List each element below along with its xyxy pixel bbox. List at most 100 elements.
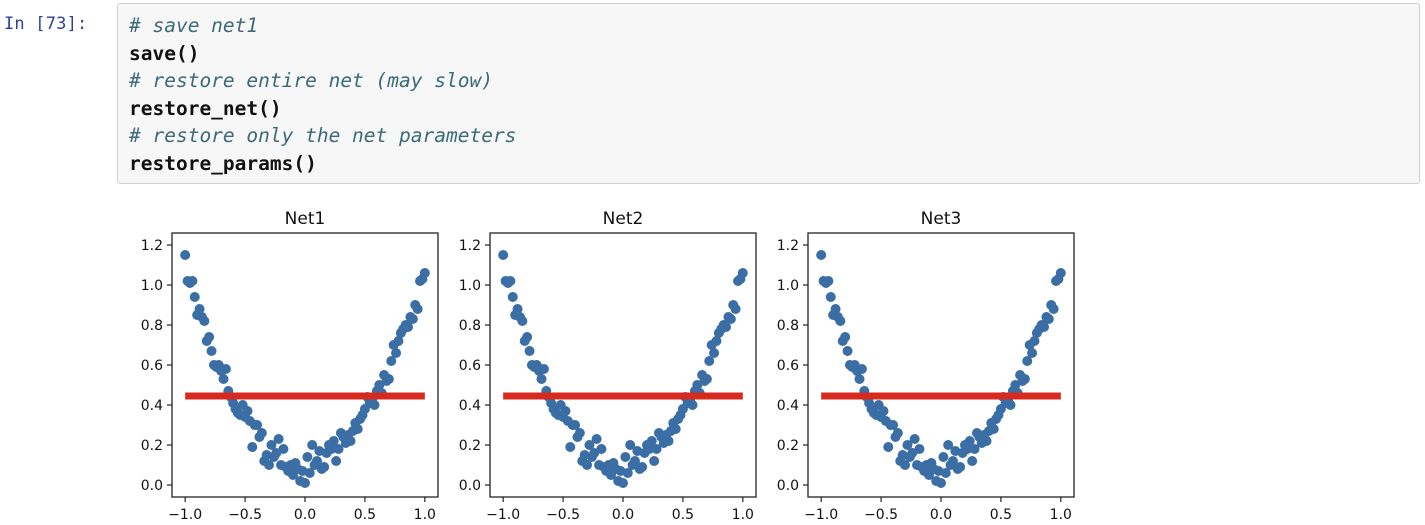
scatter-point	[507, 292, 518, 302]
scatter-point	[273, 434, 284, 444]
scatter-point	[909, 434, 920, 444]
x-tick-label: 1.0	[414, 507, 436, 523]
chart-title: Net2	[603, 209, 644, 229]
scatter-point	[331, 456, 342, 466]
scatter-point	[1005, 400, 1016, 410]
scatter-point	[582, 460, 593, 470]
scatter-point	[369, 400, 380, 410]
scatter-point	[1027, 348, 1038, 358]
x-tick-label: −0.5	[228, 507, 262, 523]
chart-panel-2: Net2 0.0 0.2 0.4 0.6 0.8 1.0 1.2 −1.0 −0.5 0.0 0.5 1…	[459, 209, 757, 523]
y-tick-label: 0.4	[777, 398, 799, 414]
scatter-point	[391, 348, 402, 358]
scatter-point	[538, 364, 549, 374]
scatter-point	[591, 434, 602, 444]
scatter-point	[646, 436, 657, 446]
scatter-point	[204, 332, 215, 342]
scatter-point	[1048, 304, 1059, 314]
scatter-point	[878, 406, 889, 416]
y-tick-label: 0.4	[459, 398, 481, 414]
scatter-point	[345, 436, 356, 446]
scatter-point	[823, 276, 834, 286]
scatter-point	[307, 440, 318, 450]
scatter-point	[988, 424, 999, 434]
x-tick-label: −1.0	[168, 507, 202, 523]
scatter-point	[264, 460, 275, 470]
scatter-point	[663, 436, 674, 446]
scatter-point	[940, 468, 951, 478]
chart-title: Net3	[921, 209, 962, 229]
x-tick-label: −1.0	[486, 507, 520, 523]
scatter-point	[1055, 268, 1066, 278]
scatter-point	[737, 268, 748, 278]
scatter-point	[218, 374, 229, 384]
code-line: restore_params()	[129, 151, 317, 175]
code-line: restore_net()	[129, 96, 282, 120]
scatter-point	[936, 478, 946, 488]
scatter-point	[206, 346, 217, 356]
y-tick-label: 0.6	[141, 358, 163, 374]
scatter-point	[622, 468, 633, 478]
scatter-point	[651, 444, 662, 454]
scatter-point	[517, 316, 528, 326]
scatter-point	[704, 356, 715, 366]
x-tick-label: −0.5	[864, 507, 898, 523]
scatter-point	[816, 250, 827, 260]
scatter-point	[883, 442, 894, 452]
y-tick-label: 0.4	[141, 398, 163, 414]
scatter-point	[524, 346, 535, 356]
y-tick-label: 0.8	[141, 318, 163, 334]
scatter-point	[189, 292, 200, 302]
x-tick-label: 0.5	[672, 507, 694, 523]
y-tick-label: 0.6	[777, 358, 799, 374]
scatter-point	[242, 406, 253, 416]
scatter-point	[856, 364, 867, 374]
scatter-point	[902, 440, 913, 450]
scatter-point	[393, 336, 404, 346]
scatter-point	[403, 322, 414, 332]
scatter-point	[328, 436, 339, 446]
code-cell-input[interactable]: # save net1 save() # restore entire net …	[117, 3, 1420, 184]
x-tick-label: −1.0	[804, 507, 838, 523]
scatter-point	[1029, 336, 1040, 346]
scatter-point	[964, 436, 975, 446]
scatter-point	[854, 374, 865, 384]
y-tick-label: 0.6	[459, 358, 481, 374]
scatter-point	[333, 444, 344, 454]
scatter-point	[498, 250, 509, 260]
y-tick-label: 0.0	[141, 478, 163, 494]
scatter-point	[311, 456, 322, 466]
x-tick-label: 1.0	[1050, 507, 1072, 523]
scatter-point	[955, 462, 966, 472]
x-tick-label: 0.0	[294, 507, 316, 523]
x-tick-label: 0.0	[930, 507, 952, 523]
scatter-plots-figure: Net1 0.0 0.2 0.4 0.6 0.8 1.0 1.2 −1.0 −0.5 0.0 0.5 1…	[141, 209, 1075, 523]
scatter-point	[842, 346, 853, 356]
scatter-point	[967, 456, 978, 466]
y-tick-label: 1.2	[459, 238, 481, 254]
scatter-point	[721, 322, 732, 332]
scatter-point	[570, 420, 581, 430]
scatter-point	[247, 442, 258, 452]
scatter-point	[701, 374, 712, 384]
scatter-point	[620, 452, 631, 462]
y-tick-label: 0.0	[459, 478, 481, 494]
chart-panel-1: Net1 0.0 0.2 0.4 0.6 0.8 1.0 1.2 −1.0 −0.5 0.0 0.5 1…	[141, 209, 439, 523]
x-tick-label: −0.5	[546, 507, 580, 523]
scatter-point	[584, 440, 595, 450]
scatter-point	[180, 250, 191, 260]
cell-output-area: Net1 0.0 0.2 0.4 0.6 0.8 1.0 1.2 −1.0 −0.5 0.0 0.5 1…	[0, 195, 1425, 525]
scatter-point	[629, 456, 640, 466]
scatter-point	[888, 420, 899, 430]
scatter-point	[625, 440, 636, 450]
scatter-point	[1043, 314, 1054, 324]
scatter-point	[670, 424, 681, 434]
code-line: # save net1	[129, 14, 259, 37]
scatter-point	[618, 478, 628, 488]
y-tick-label: 0.0	[777, 478, 799, 494]
scatter-point	[947, 456, 958, 466]
scatter-point	[187, 276, 198, 286]
scatter-point	[574, 428, 585, 438]
scatter-point	[512, 304, 523, 314]
scatter-point	[419, 268, 430, 278]
